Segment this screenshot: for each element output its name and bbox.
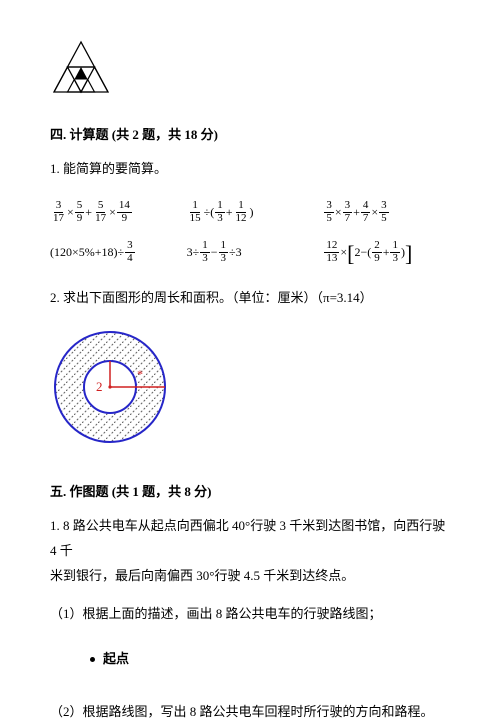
radius-label: 2 [96,379,103,394]
eq-r2c2: 3÷13−13÷3 [187,240,314,264]
section5-sub2: （2）根据路线图，写出 8 路公共电车回程时所行驶的方向和路程。 [50,700,450,724]
origin-dot-icon [90,657,95,662]
equation-grid: 317×59+517×149 115÷(13+112) 35×37+47×35 … [50,200,450,264]
origin-marker: 起点 [90,647,450,672]
section5-q1-line2: 米到银行，最后向南偏西 30°行驶 4.5 千米到达终点。 [50,564,450,589]
origin-label: 起点 [103,647,129,672]
svg-text:*: * [137,367,143,381]
triangle-figure [50,40,450,105]
section5-q1-line1: 1. 8 路公共电车从起点向西偏北 40°行驶 3 千米到达图书馆，向西行驶 4… [50,514,450,563]
eq-r1c2: 115÷(13+112) [187,200,314,224]
section5-sub1: （1）根据上面的描述，画出 8 路公共电车的行驶路线图； [50,602,450,627]
eq-r1c1: 317×59+517×149 [50,200,177,224]
section4-q1: 1. 能简算的要简算。 [50,157,450,182]
annulus-figure: 2 * [50,327,450,456]
eq-r1c3: 35×37+47×35 [323,200,450,224]
section-4-header: 四. 计算题 (共 2 题，共 18 分) [50,123,450,148]
eq-r2c3: 1213×[2−(29+13)] [323,240,450,264]
section-5-header: 五. 作图题 (共 1 题，共 8 分) [50,480,450,505]
section4-q2: 2. 求出下面图形的周长和面积。（单位：厘米）（π=3.14） [50,286,450,311]
eq-r2c1: (120×5%+18)÷34 [50,240,177,264]
